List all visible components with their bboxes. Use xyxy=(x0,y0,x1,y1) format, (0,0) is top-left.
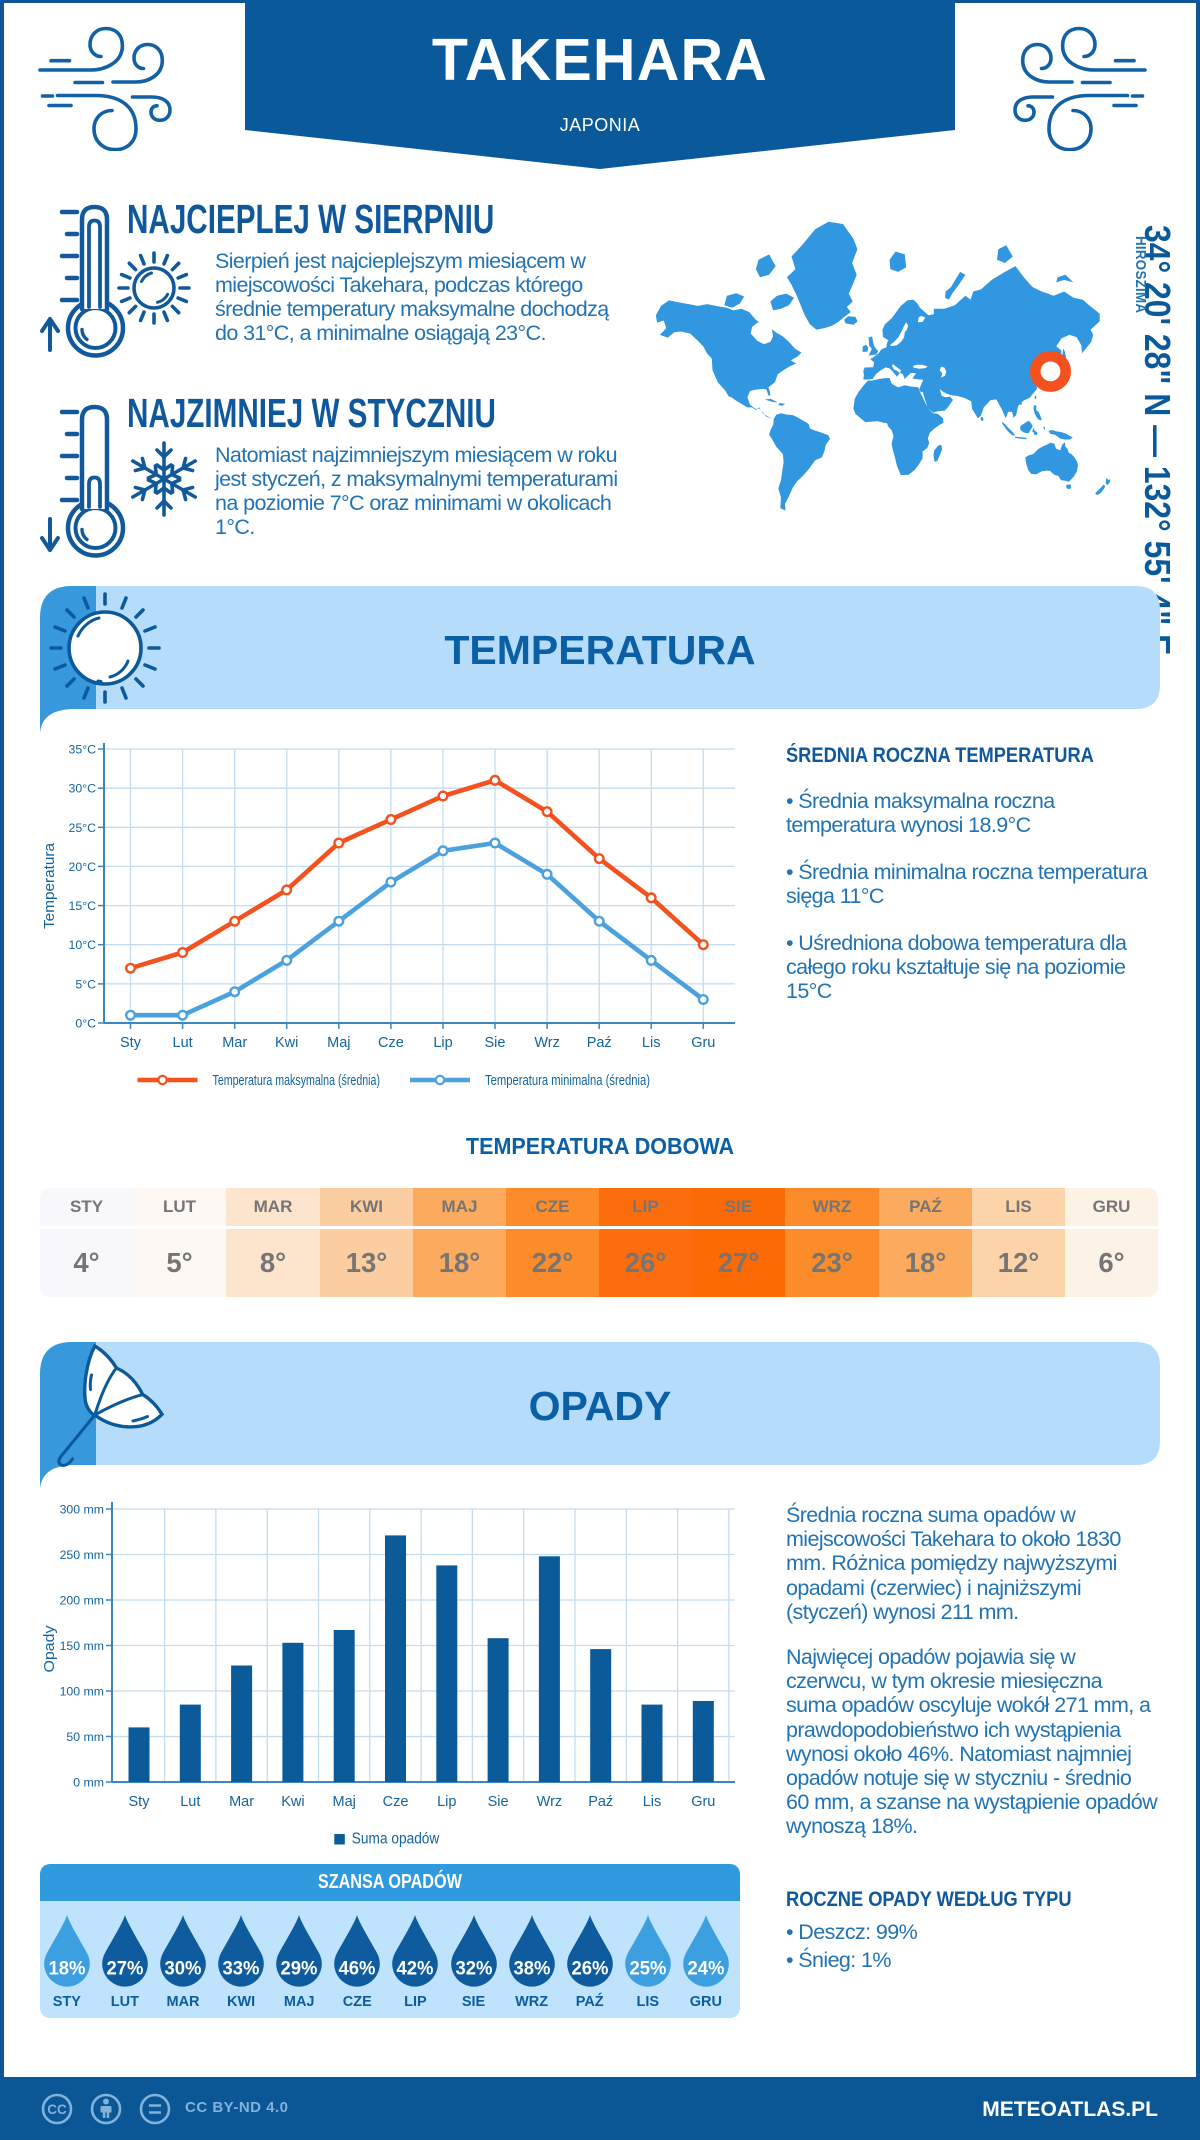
svg-text:29%: 29% xyxy=(281,1957,318,1979)
svg-text:100 mm: 100 mm xyxy=(60,1685,104,1699)
svg-text:Sie: Sie xyxy=(488,1794,509,1810)
svg-text:Cze: Cze xyxy=(383,1794,409,1810)
svg-text:Wrz: Wrz xyxy=(537,1794,563,1810)
svg-text:50 mm: 50 mm xyxy=(66,1730,104,1744)
svg-text:Lip: Lip xyxy=(437,1794,456,1810)
svg-text:Sty: Sty xyxy=(120,1035,142,1051)
svg-text:Wrz: Wrz xyxy=(534,1035,560,1051)
svg-text:Opady: Opady xyxy=(41,1625,58,1673)
svg-text:0°C: 0°C xyxy=(75,1017,96,1031)
svg-text:24%: 24% xyxy=(687,1957,724,1979)
svg-text:38%: 38% xyxy=(513,1957,550,1979)
svg-text:30°C: 30°C xyxy=(69,782,97,796)
svg-text:5°C: 5°C xyxy=(75,977,96,991)
svg-text:Lip: Lip xyxy=(433,1035,452,1051)
svg-text:Suma opadów: Suma opadów xyxy=(352,1831,440,1848)
svg-text:32%: 32% xyxy=(455,1957,492,1979)
svg-text:18%: 18% xyxy=(48,1957,85,1979)
svg-text:Paź: Paź xyxy=(588,1794,613,1810)
svg-text:20°C: 20°C xyxy=(69,860,97,874)
svg-text:25%: 25% xyxy=(629,1957,666,1979)
svg-text:Temperatura maksymalna (średni: Temperatura maksymalna (średnia) xyxy=(213,1072,381,1089)
svg-text:Maj: Maj xyxy=(327,1035,350,1051)
svg-text:200 mm: 200 mm xyxy=(60,1594,104,1608)
svg-text:26%: 26% xyxy=(571,1957,608,1979)
svg-text:42%: 42% xyxy=(397,1957,434,1979)
svg-text:0 mm: 0 mm xyxy=(73,1776,104,1790)
svg-text:Cze: Cze xyxy=(378,1035,404,1051)
svg-text:CC: CC xyxy=(47,2102,67,2117)
svg-text:Lut: Lut xyxy=(173,1035,193,1051)
svg-text:Mar: Mar xyxy=(222,1035,247,1051)
svg-text:46%: 46% xyxy=(339,1957,376,1979)
svg-text:30%: 30% xyxy=(165,1957,202,1979)
svg-text:Temperatura: Temperatura xyxy=(41,842,58,929)
svg-text:Sty: Sty xyxy=(129,1794,151,1810)
svg-text:15°C: 15°C xyxy=(69,899,97,913)
svg-text:35°C: 35°C xyxy=(69,743,97,757)
svg-text:Temperatura minimalna (średnia: Temperatura minimalna (średnia) xyxy=(485,1072,650,1089)
svg-text:25°C: 25°C xyxy=(69,821,97,835)
svg-text:Sie: Sie xyxy=(485,1035,506,1051)
svg-text:Lis: Lis xyxy=(642,1035,661,1051)
svg-text:Maj: Maj xyxy=(333,1794,356,1810)
svg-text:250 mm: 250 mm xyxy=(60,1548,104,1562)
svg-text:Mar: Mar xyxy=(229,1794,254,1810)
svg-text:150 mm: 150 mm xyxy=(60,1639,104,1653)
svg-text:Lut: Lut xyxy=(180,1794,200,1810)
svg-text:Gru: Gru xyxy=(691,1035,715,1051)
svg-text:Kwi: Kwi xyxy=(281,1794,304,1810)
svg-text:33%: 33% xyxy=(223,1957,260,1979)
svg-text:10°C: 10°C xyxy=(69,938,97,952)
svg-text:Paź: Paź xyxy=(587,1035,612,1051)
svg-text:Lis: Lis xyxy=(643,1794,662,1810)
svg-text:27%: 27% xyxy=(106,1957,143,1979)
svg-text:300 mm: 300 mm xyxy=(60,1503,104,1517)
svg-text:Gru: Gru xyxy=(691,1794,715,1810)
svg-text:Kwi: Kwi xyxy=(275,1035,298,1051)
